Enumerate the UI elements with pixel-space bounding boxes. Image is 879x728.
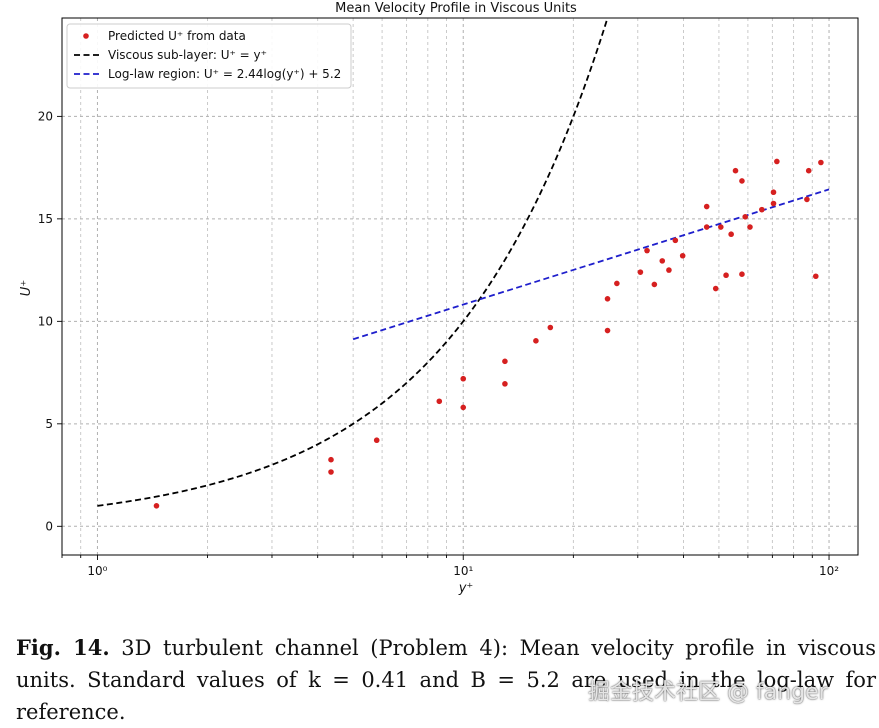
x-axis-label: y⁺ [458,581,474,596]
data-point [604,327,611,334]
data-point [547,324,554,331]
data-point [604,295,611,302]
scatter-points [153,158,824,509]
data-point [805,167,812,174]
data-point [728,231,734,238]
y-tick-label: 10 [38,314,53,328]
data-point [460,375,467,382]
data-point [679,252,686,259]
legend-label: Predicted U⁺ from data [108,29,246,43]
data-point [637,269,644,275]
y-tick-label: 5 [45,417,53,431]
y-tick-label: 20 [38,109,53,123]
y-tick-label: 0 [45,519,53,533]
viscous-sublayer-line [97,18,609,507]
x-tick-label: 10² [819,564,839,578]
x-tick-label: 10¹ [453,564,473,578]
x-tick-label: 10⁰ [87,564,107,578]
data-point [436,398,443,405]
data-point [666,267,672,273]
data-point [502,381,508,387]
data-point [732,167,739,174]
data-point [812,273,819,280]
legend-label: Viscous sub-layer: U⁺ = y⁺ [108,48,267,62]
data-point [614,280,620,287]
caption-text: 3D turbulent channel (Problem 4): Mean v… [16,636,876,724]
y-axis-label: U⁺ [19,280,34,296]
y-tick-label: 15 [38,212,53,226]
data-point [373,437,380,444]
legend-label: Log-law region: U⁺ = 2.44log(y⁺) + 5.2 [108,67,341,81]
data-point [651,281,658,288]
data-point [659,258,666,264]
data-point [739,178,745,184]
watermark-text: 掘金技术社区 @ fanger [588,680,828,705]
data-point [153,503,160,509]
data-point [502,358,508,365]
plot-frame [61,17,859,556]
data-point [460,404,467,411]
data-point [712,285,719,292]
legend-box [66,23,352,89]
data-point [723,272,729,279]
data-point [328,469,334,475]
grid-lines [61,18,858,555]
data-point [818,159,824,166]
caption-fig-label: Fig. 14. [16,635,110,660]
data-point [703,203,710,210]
figure-caption: Fig. 14. 3D turbulent channel (Problem 4… [16,632,876,728]
data-point [759,206,765,213]
data-point [804,196,810,203]
data-point [718,224,724,230]
data-point [672,237,679,244]
data-point [747,224,753,230]
data-point [533,338,539,344]
data-point [770,189,777,196]
data-point [644,247,650,254]
log-law-line [352,188,830,341]
data-point [742,214,749,220]
legend-marker [83,33,89,39]
legend: Predicted U⁺ from data Viscous sub-layer:… [66,23,352,89]
data-point [770,200,777,207]
data-point [328,456,334,463]
data-point [739,271,745,278]
data-point [774,158,780,165]
data-point [703,224,710,230]
velocity-profile-chart: 10⁰ 10¹ 10² 0 5 10 15 20 Mean Velocity Profile i… [19,1,859,596]
chart-title: Mean Velocity Profile in Viscous Units [335,1,577,16]
